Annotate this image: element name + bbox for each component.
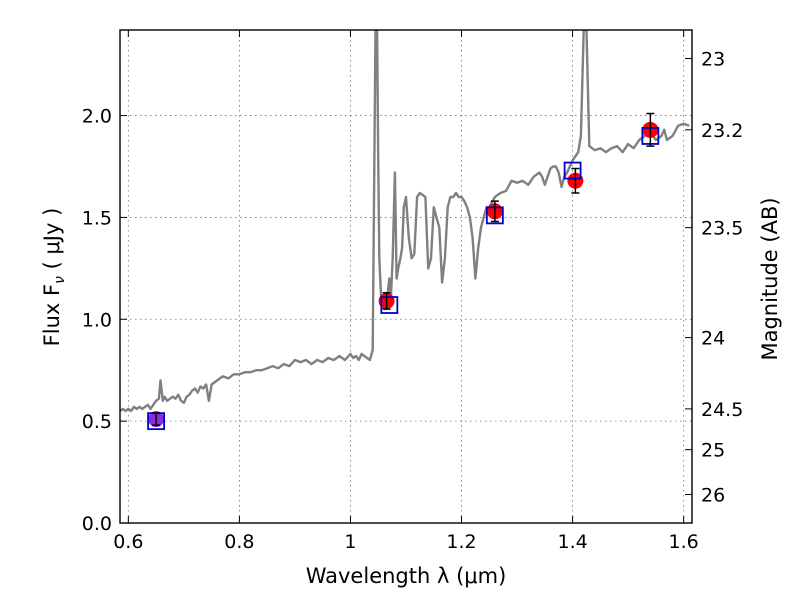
right-tick-label: 23 [701,49,725,71]
y-tick-label: 2.0 [82,106,112,128]
model-photometry-square [563,161,582,180]
right-tick-label: 24.5 [701,399,743,421]
model-spectrum-line [120,30,690,413]
plot-data [120,30,690,431]
x-tick-label: 1.2 [446,531,476,553]
y-tick-label: 1.0 [82,309,112,331]
y-axis-label-subscript: ν [52,276,68,284]
y-tick-label: 1.5 [82,207,112,229]
right-axis-label: Magnitude (AB) [758,197,782,360]
y-axis-label-main: Flux F [40,284,64,346]
right-tick-label: 24 [701,328,725,350]
y-axis-label-unit: ( μJy ) [40,208,64,276]
plot-area [120,30,690,431]
right-tick-label: 23.2 [701,120,743,142]
x-tick-label: 0.8 [224,531,254,553]
grid [120,30,692,524]
right-tick-label: 26 [701,484,725,506]
x-tick-label: 1.4 [557,531,587,553]
right-tick-label: 23.5 [701,218,743,240]
y-tick-label: 0.0 [82,513,112,535]
y-axis-label: Flux Fν ( μJy ) [40,208,68,347]
x-tick-label: 1.6 [669,531,699,553]
y-tick-label: 0.5 [82,411,112,433]
axis-ticks: 0.6 0.8 1 1.2 1.4 1.6 0.0 0.5 1.0 1.5 2.0 23 23.2 23.… [82,30,743,553]
x-axis-label: Wavelength λ (μm) [306,564,507,588]
x-tick-label: 1 [344,531,356,553]
model-photometry-square [380,296,399,314]
right-tick-label: 25 [701,440,725,462]
plot-frame [119,29,693,524]
x-tick-label: 0.6 [113,531,143,553]
